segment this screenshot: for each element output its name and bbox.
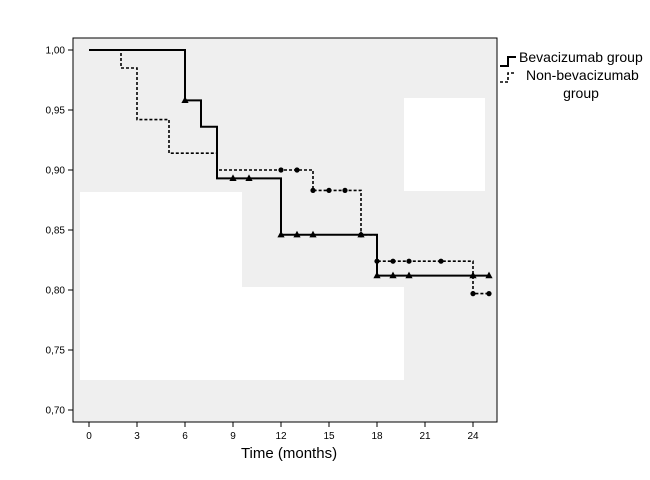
y-tick-label: 1,00 xyxy=(46,46,66,57)
censor-marker-circle xyxy=(342,187,348,193)
censor-marker-circle xyxy=(358,232,364,238)
censor-marker-triangle xyxy=(229,174,237,181)
censor-marker-circle xyxy=(438,258,444,264)
censor-marker-triangle xyxy=(373,271,381,279)
censor-marker-triangle xyxy=(181,96,189,103)
x-tick-label: 21 xyxy=(419,431,431,442)
x-tick-label: 3 xyxy=(134,431,140,442)
y-tick-label: 0,90 xyxy=(46,166,66,177)
censor-marker-circle xyxy=(278,167,284,173)
series-non-bevacizumab xyxy=(89,49,492,297)
censor-marker-circle xyxy=(326,187,332,193)
censor-marker-circle xyxy=(310,187,316,193)
censor-marker-circle xyxy=(406,258,412,264)
x-tick-label: 9 xyxy=(230,431,236,442)
occlusion-block-2 xyxy=(242,287,404,380)
y-tick-label: 0,95 xyxy=(46,106,66,117)
y-tick-label: 0,70 xyxy=(46,406,66,417)
y-tick-label: 0,75 xyxy=(46,346,66,357)
legend-symbol-solid xyxy=(500,56,516,67)
censor-marker-circle xyxy=(390,258,396,264)
occlusion-block-1 xyxy=(80,192,242,380)
censor-marker-circle xyxy=(486,291,492,297)
legend: Bevacizumab group Non-bevacizumab group xyxy=(500,49,643,101)
x-axis-title: Time (months) xyxy=(241,445,337,462)
x-tick-label: 12 xyxy=(275,431,287,442)
legend-label-bevacizumab: Bevacizumab group xyxy=(519,49,643,65)
legend-symbol-dashed xyxy=(500,72,516,83)
y-tick-label: 0,80 xyxy=(46,286,66,297)
x-tick-label: 15 xyxy=(323,431,335,442)
censor-marker-triangle xyxy=(245,174,253,181)
censor-marker-triangle xyxy=(309,230,317,238)
x-tick-label: 6 xyxy=(182,431,188,442)
legend-label-non-bevacizumab-line2: group xyxy=(563,85,599,101)
axes: 0 3 6 9 12 15 18 21 24 0,70 0,75 0,80 0,85 0,90 0,95 1,… xyxy=(46,46,479,443)
censor-marker-triangle xyxy=(277,230,285,238)
series-layer xyxy=(89,49,493,297)
legend-label-non-bevacizumab-line1: Non-bevacizumab xyxy=(526,67,639,83)
censor-marker-triangle xyxy=(293,230,301,238)
x-tick-label: 18 xyxy=(371,431,383,442)
censor-marker-circle xyxy=(374,258,380,264)
x-tick-label: 0 xyxy=(86,431,92,442)
censor-marker-circle xyxy=(294,167,300,173)
x-tick-label: 24 xyxy=(467,431,479,442)
occlusion-block-3 xyxy=(404,98,485,191)
y-tick-label: 0,85 xyxy=(46,226,66,237)
censor-marker-triangle xyxy=(389,271,397,279)
censor-marker-triangle xyxy=(469,271,477,279)
censor-marker-circle xyxy=(470,291,476,297)
censor-marker-triangle xyxy=(405,271,413,279)
censor-marker-triangle xyxy=(485,271,493,279)
